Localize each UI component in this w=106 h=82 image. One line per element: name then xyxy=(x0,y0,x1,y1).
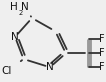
Text: N: N xyxy=(21,2,29,12)
Text: F: F xyxy=(99,62,105,72)
Text: H: H xyxy=(10,2,18,12)
Text: F: F xyxy=(99,34,105,44)
Text: Cl: Cl xyxy=(1,66,12,76)
Text: 2: 2 xyxy=(18,10,22,16)
Text: F: F xyxy=(99,48,105,58)
Text: N: N xyxy=(46,62,54,72)
Text: N: N xyxy=(11,32,19,42)
